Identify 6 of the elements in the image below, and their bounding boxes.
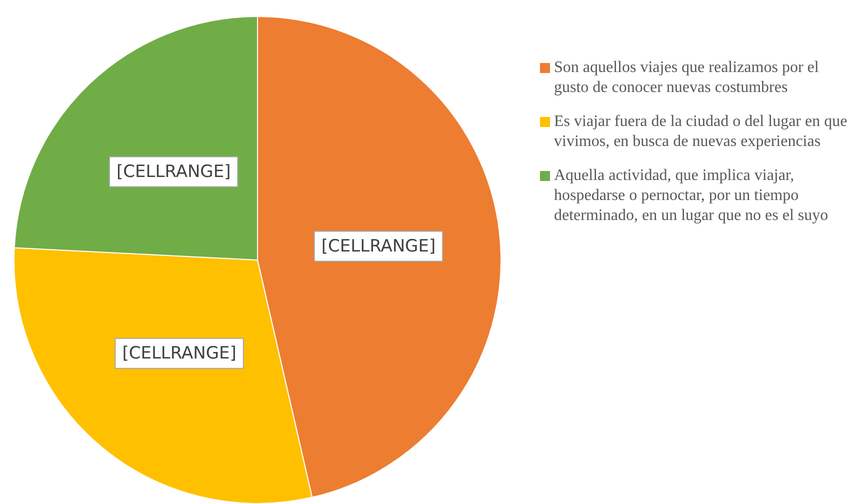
data-label: [CELLRANGE] <box>116 162 231 182</box>
data-label: [CELLRANGE] <box>321 236 436 257</box>
legend-label: Es viajar fuera de la ciudad o del lugar en que vivimos, en busca de nuevas experiencias <box>554 112 848 152</box>
legend-label: Son aquellos viajes que realizamos por el gusto de conocer nuevas costumbres <box>554 58 820 98</box>
data-label: [CELLRANGE] <box>122 344 236 364</box>
legend-label: Aquella actividad, que implica viajar, hospedarse o pernoctar, por un tiempo determinado, en un lugar que no es el suyo <box>554 166 830 226</box>
